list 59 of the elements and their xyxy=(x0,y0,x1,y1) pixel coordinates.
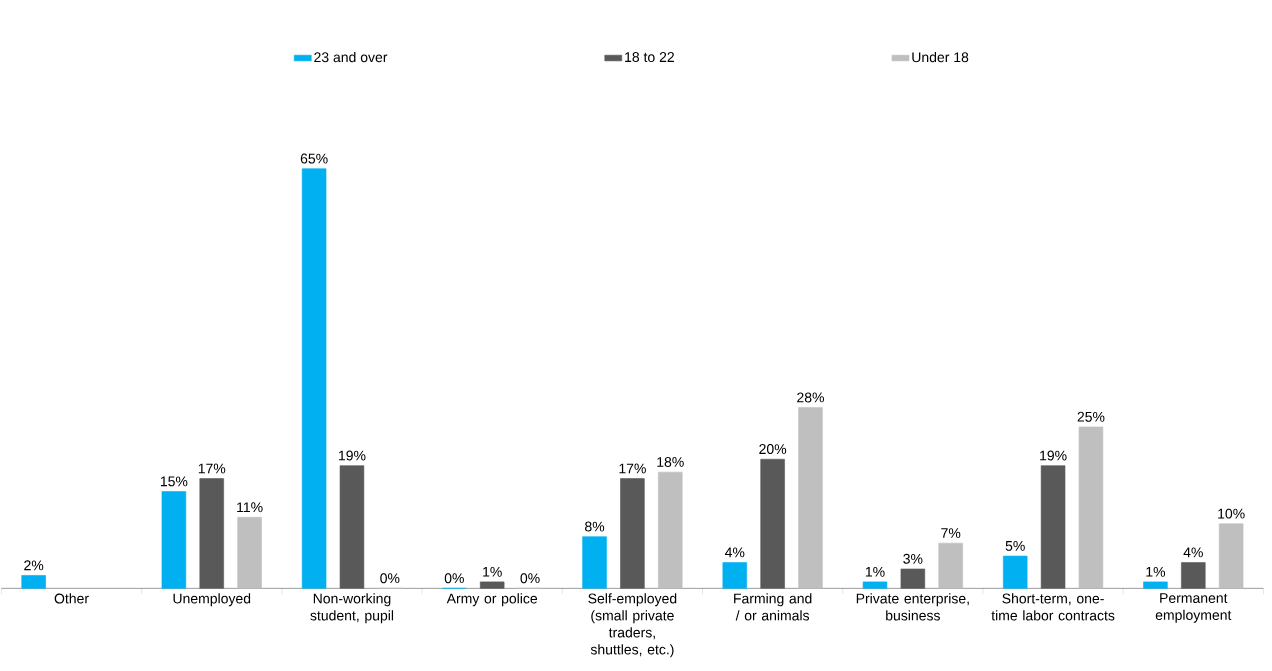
x-tick-label: Army or police xyxy=(446,593,538,607)
bar xyxy=(1218,523,1244,589)
bar xyxy=(1181,562,1206,589)
bar xyxy=(760,458,785,589)
data-label: 4% xyxy=(1183,547,1203,558)
data-label: 11% xyxy=(237,502,263,513)
data-label: 0% xyxy=(444,573,464,584)
data-label: 8% xyxy=(585,521,605,532)
bar xyxy=(582,536,607,589)
x-tick-label: Short-term, one-time labor contracts xyxy=(991,593,1115,621)
bar xyxy=(1003,555,1028,589)
data-label: 2% xyxy=(24,560,44,571)
data-label: 18% xyxy=(657,457,684,467)
bar xyxy=(237,517,262,589)
bar xyxy=(658,471,683,589)
legend-label: 18 to 22 xyxy=(625,52,674,63)
bar xyxy=(1078,426,1104,589)
bar xyxy=(479,581,505,589)
data-label: 1% xyxy=(865,566,885,577)
x-tick-label: Other xyxy=(54,593,89,604)
data-label: 3% xyxy=(903,553,923,564)
bar xyxy=(1040,465,1066,589)
data-label: 1% xyxy=(483,566,502,577)
data-label: 17% xyxy=(198,463,226,474)
bar xyxy=(620,478,645,589)
bar xyxy=(862,581,888,589)
bar xyxy=(21,575,46,589)
legend-label: 23 and over xyxy=(314,51,388,63)
data-label: 7% xyxy=(941,528,961,538)
data-label: 1% xyxy=(1146,566,1166,577)
data-label: 5% xyxy=(1005,541,1025,551)
data-label: 25% xyxy=(1077,411,1105,422)
x-tick-label: Self-employed (small private traders, shuttles, etc.) xyxy=(588,593,677,658)
data-label: 10% xyxy=(1218,508,1245,519)
x-tick-label: Non-working student, pupil xyxy=(310,593,394,624)
data-label: 0% xyxy=(520,573,540,584)
data-label: 28% xyxy=(797,392,824,403)
bar xyxy=(301,168,327,589)
data-label: 4% xyxy=(724,547,745,558)
x-tick-label: Unemployed xyxy=(173,593,251,607)
data-label: 19% xyxy=(339,450,366,461)
data-label: 0% xyxy=(380,573,400,584)
x-tick-label: Permanent employment xyxy=(1155,593,1232,623)
bar xyxy=(199,478,224,589)
bar xyxy=(161,491,187,589)
bar xyxy=(1143,581,1168,589)
x-tick-label: Private enterprise, business xyxy=(856,593,969,621)
bar xyxy=(722,562,747,589)
bar xyxy=(339,465,365,589)
bar xyxy=(900,568,926,589)
data-label: 17% xyxy=(619,463,646,474)
data-label: 20% xyxy=(759,444,787,455)
bar xyxy=(798,407,823,589)
data-label: 19% xyxy=(1040,450,1067,461)
data-label: 15% xyxy=(160,476,188,487)
data-label: 65% xyxy=(300,153,328,164)
x-tick-label: Farming and / or animals xyxy=(734,593,812,621)
legend-label: Under 18 xyxy=(912,51,969,63)
bar xyxy=(938,542,963,589)
